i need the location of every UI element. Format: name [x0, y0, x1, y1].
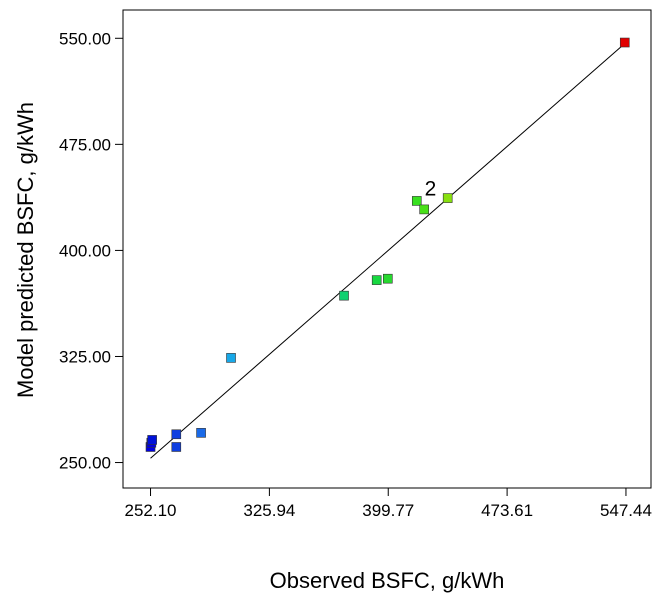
data-point — [196, 428, 206, 438]
data-point — [226, 353, 236, 363]
plot-frame — [122, 9, 652, 489]
data-point — [147, 435, 157, 445]
x-tick-label: 325.94 — [243, 501, 295, 520]
point-count-annotation: 2 — [425, 177, 437, 200]
data-point — [171, 442, 182, 452]
data-point — [619, 37, 630, 48]
fit-line — [150, 42, 627, 459]
data-point — [339, 290, 349, 301]
y-tick-label: 475.00 — [59, 135, 111, 154]
data-point — [371, 275, 382, 285]
y-tick-label: 250.00 — [59, 454, 111, 473]
x-tick-label: 547.44 — [600, 501, 652, 520]
x-axis-title: Observed BSFC, g/kWh — [270, 568, 505, 593]
y-tick-label: 550.00 — [59, 29, 111, 48]
data-point — [411, 196, 422, 206]
x-tick-label: 473.61 — [481, 501, 533, 520]
x-tick-label: 399.77 — [362, 501, 414, 520]
data-point — [419, 204, 429, 215]
x-tick-label: 252.10 — [125, 501, 177, 520]
y-tick-label: 325.00 — [59, 347, 111, 366]
y-tick-label: 400.00 — [59, 241, 111, 260]
data-point — [171, 429, 182, 440]
y-axis-title: Model predicted BSFC, g/kWh — [13, 102, 38, 398]
data-point — [442, 193, 453, 203]
data-point — [383, 273, 393, 284]
